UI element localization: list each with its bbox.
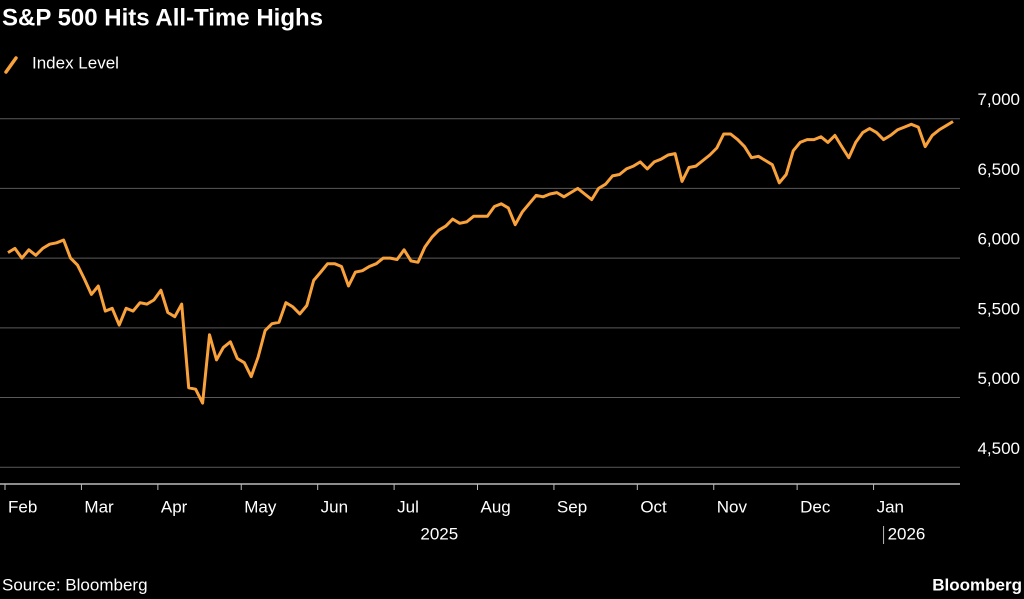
y-tick-label: 7,000	[977, 90, 1020, 109]
brand: Bloomberg	[932, 575, 1022, 594]
x-group-label: 2025	[420, 524, 458, 543]
y-tick-label: 6,500	[977, 160, 1020, 179]
line	[7, 120, 954, 405]
y-tick-label: 4,500	[977, 439, 1020, 458]
source: Source: Bloomberg	[2, 575, 148, 594]
x-tick-label: Aug	[481, 497, 511, 516]
x-tick-label: Mar	[84, 497, 114, 516]
x-tick-label: Feb	[8, 497, 37, 516]
x-tick-label: Sep	[557, 497, 587, 516]
y-tick-label: 5,500	[977, 299, 1020, 318]
x-tick-label: Jun	[321, 497, 348, 516]
x-tick-label: Jul	[397, 497, 419, 516]
legend-label: Index Level	[32, 53, 119, 72]
x-tick-label: Oct	[640, 497, 667, 516]
chart-title: S&P 500 Hits All-Time Highs	[2, 4, 323, 31]
y-tick-label: 6,000	[977, 230, 1020, 249]
x-tick-label: May	[244, 497, 277, 516]
x-tick-label: Dec	[800, 497, 831, 516]
legend-swatch	[4, 56, 18, 74]
x-tick-label: Nov	[717, 497, 748, 516]
y-tick-label: 5,000	[977, 369, 1020, 388]
x-tick-label: Apr	[161, 497, 188, 516]
x-tick-label: Jan	[877, 497, 904, 516]
x-group-label: 2026	[888, 524, 926, 543]
